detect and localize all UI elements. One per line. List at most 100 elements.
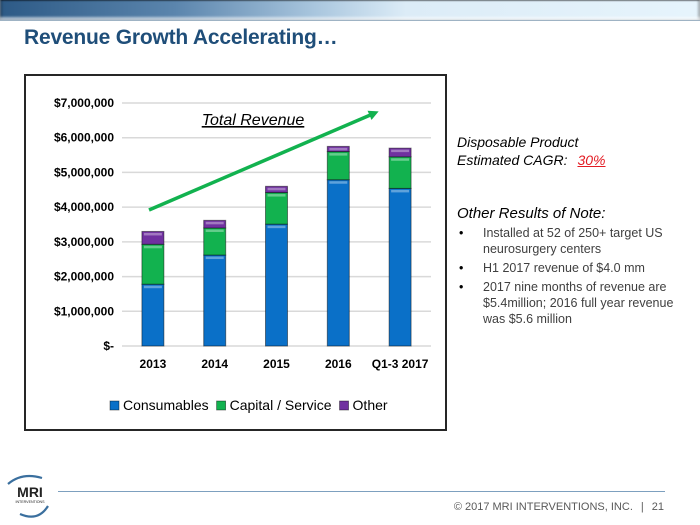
- bar-segment-highlight: [205, 229, 224, 232]
- legend-swatch: [216, 400, 227, 411]
- bar-segment-fill: [388, 156, 412, 189]
- footer-divider: [58, 491, 665, 492]
- x-tick-label: 2016: [325, 357, 352, 371]
- cagr-line: Estimated CAGR: 30%: [457, 151, 692, 169]
- bar-segment-highlight: [329, 181, 348, 184]
- legend-label: Other: [353, 397, 388, 413]
- bar-segment-highlight: [391, 189, 410, 193]
- bar-segment-other: [141, 230, 165, 245]
- bar-segment-fill: [203, 254, 227, 347]
- bar-segment-highlight: [205, 256, 224, 260]
- revenue-chart: $- $1,000,000 $2,000,000 $3,000,000 $4,000,0…: [24, 74, 447, 431]
- note-item: • H1 2017 revenue of $4.0 mm: [457, 260, 692, 276]
- y-axis: $- $1,000,000 $2,000,000 $3,000,000 $4,000,0…: [54, 96, 114, 353]
- bar-segment-fill: [388, 187, 412, 347]
- x-tick-label: 2015: [263, 357, 290, 371]
- slide-title: Revenue Growth Accelerating…: [24, 26, 338, 49]
- notes-title: Other Results of Note:: [457, 205, 606, 222]
- bar-segment-consumables: [388, 187, 412, 347]
- y-tick-label: $3,000,000: [54, 235, 114, 249]
- bar-segment-fill: [141, 283, 165, 347]
- y-tick-label: $5,000,000: [54, 165, 114, 179]
- revenue-chart-svg: $- $1,000,000 $2,000,000 $3,000,000 $4,000,0…: [54, 96, 431, 413]
- x-axis: 2013 2014 2015 2016 Q1-3 2017: [140, 357, 429, 371]
- bar-segment-fill: [265, 223, 288, 347]
- bar-segment-capital-service: [388, 156, 412, 189]
- bar-segment-highlight: [267, 194, 286, 197]
- logo-swoosh-top: [7, 474, 43, 485]
- footer: © 2017 MRI INTERVENTIONS, INC. | 21: [454, 501, 664, 513]
- page-number: 21: [651, 501, 664, 513]
- bar-segment-fill: [326, 179, 350, 347]
- bar-segment-consumables: [326, 179, 350, 347]
- bar-segment-other: [203, 219, 227, 229]
- bar-segment-capital-service: [265, 192, 288, 225]
- legend-label: Capital / Service: [230, 397, 332, 413]
- bar-segment-fill: [388, 147, 412, 158]
- bar-segment-other: [326, 145, 350, 153]
- bar-segment-highlight: [143, 232, 162, 236]
- note-text: Installed at 52 of 250+ target US neuros…: [483, 226, 663, 256]
- bar-segment-fill: [203, 219, 227, 229]
- y-tick-label: $6,000,000: [54, 131, 114, 145]
- cagr-label-line1: Disposable Product: [457, 134, 579, 150]
- legend-item: Other: [339, 397, 388, 413]
- total-revenue-annotation: Total Revenue: [202, 112, 305, 129]
- y-tick-label: $1,000,000: [54, 304, 114, 318]
- bar-segment-fill: [265, 192, 288, 225]
- bar-segment-other: [265, 185, 288, 194]
- logo-swoosh-bottom: [19, 505, 49, 518]
- legend-label: Consumables: [123, 397, 209, 413]
- bar-segment-highlight: [329, 153, 348, 156]
- bar-segment-consumables: [265, 223, 288, 347]
- bullet-icon: •: [459, 280, 464, 294]
- bar-segment-consumables: [141, 283, 165, 347]
- mri-logo: MRI INTERVENTIONS: [7, 474, 49, 518]
- bar-segment-consumables: [203, 254, 227, 347]
- bullet-icon: •: [459, 261, 464, 275]
- bar-segment-fill: [141, 243, 165, 285]
- legend: Consumables Capital / Service Other: [109, 397, 388, 413]
- bar-segment-other: [388, 147, 412, 158]
- cagr-label-line2: Estimated CAGR:: [457, 152, 568, 168]
- bar-segment-fill: [141, 230, 165, 245]
- header-banner: [0, 0, 700, 21]
- bar-segment-highlight: [267, 225, 286, 229]
- bar-segment-highlight: [391, 149, 410, 153]
- legend-item: Capital / Service: [216, 397, 332, 413]
- y-tick-label: $4,000,000: [54, 200, 114, 214]
- bar-segment-fill: [326, 151, 350, 181]
- x-tick-label: 2014: [201, 357, 228, 371]
- bar-segment-capital-service: [203, 227, 227, 256]
- bar-segment-highlight: [391, 158, 410, 161]
- trend-arrow: [148, 110, 379, 212]
- notes-list: • Installed at 52 of 250+ target US neuro…: [457, 225, 692, 327]
- logo-subtext: INTERVENTIONS: [15, 500, 45, 504]
- x-tick-label: 2013: [140, 357, 167, 371]
- bar-segment-capital-service: [326, 151, 350, 181]
- note-item: • 2017 nine months of revenue are $5.4mil…: [457, 279, 692, 327]
- note-text: 2017 nine months of revenue are $5.4mill…: [483, 280, 674, 326]
- bar-segment-highlight: [143, 285, 162, 289]
- y-tick-label: $2,000,000: [54, 270, 114, 284]
- logo-text: MRI: [17, 484, 43, 500]
- bar-segment-fill: [265, 185, 288, 194]
- results-panel: Disposable Product Estimated CAGR: 30% Ot…: [457, 133, 692, 330]
- note-item: • Installed at 52 of 250+ target US neuro…: [457, 225, 692, 257]
- bar-segment-highlight: [205, 221, 224, 225]
- y-tick-label: $7,000,000: [54, 96, 114, 110]
- legend-swatch: [109, 400, 120, 411]
- copyright-text: © 2017 MRI INTERVENTIONS, INC.: [453, 501, 633, 513]
- footer-separator: |: [640, 501, 644, 513]
- bar-segment-fill: [326, 145, 350, 153]
- legend-item: Consumables: [109, 397, 209, 413]
- x-tick-label: Q1-3 2017: [372, 357, 429, 371]
- bar-segment-highlight: [267, 187, 286, 191]
- bar-segment-fill: [203, 227, 227, 256]
- note-text: H1 2017 revenue of $4.0 mm: [483, 261, 645, 275]
- cagr-value: 30%: [577, 152, 606, 168]
- bars: [141, 145, 412, 347]
- legend-swatch: [339, 400, 349, 411]
- bar-segment-highlight: [143, 245, 162, 249]
- bar-segment-capital-service: [141, 243, 165, 285]
